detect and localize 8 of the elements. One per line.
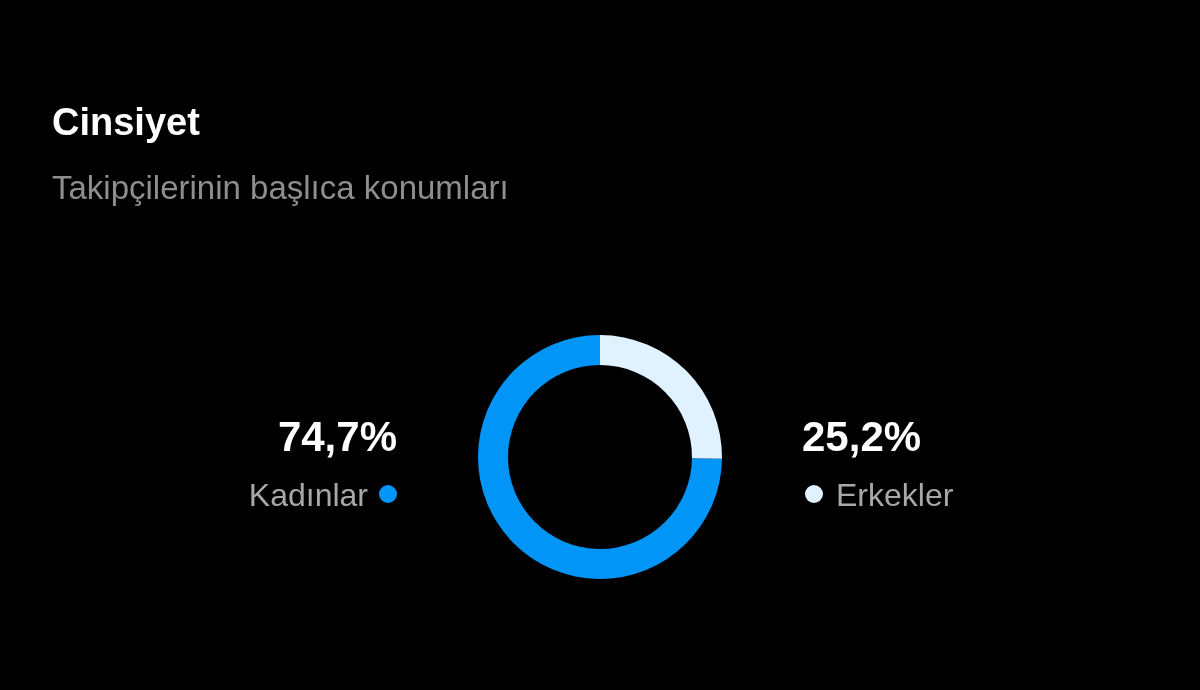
donut-slice [600, 335, 722, 459]
data-label: 74,7% [277, 413, 397, 460]
slice-label: Kadınlar [248, 477, 369, 513]
donut-slice [478, 335, 722, 579]
legend-label: Erkekler [836, 477, 954, 513]
chart-title: Cinsiyet [52, 101, 201, 143]
data-label: 25,2% [802, 413, 922, 460]
chart-subtitle: Takipçilerinin başlıca konumları [52, 169, 509, 206]
